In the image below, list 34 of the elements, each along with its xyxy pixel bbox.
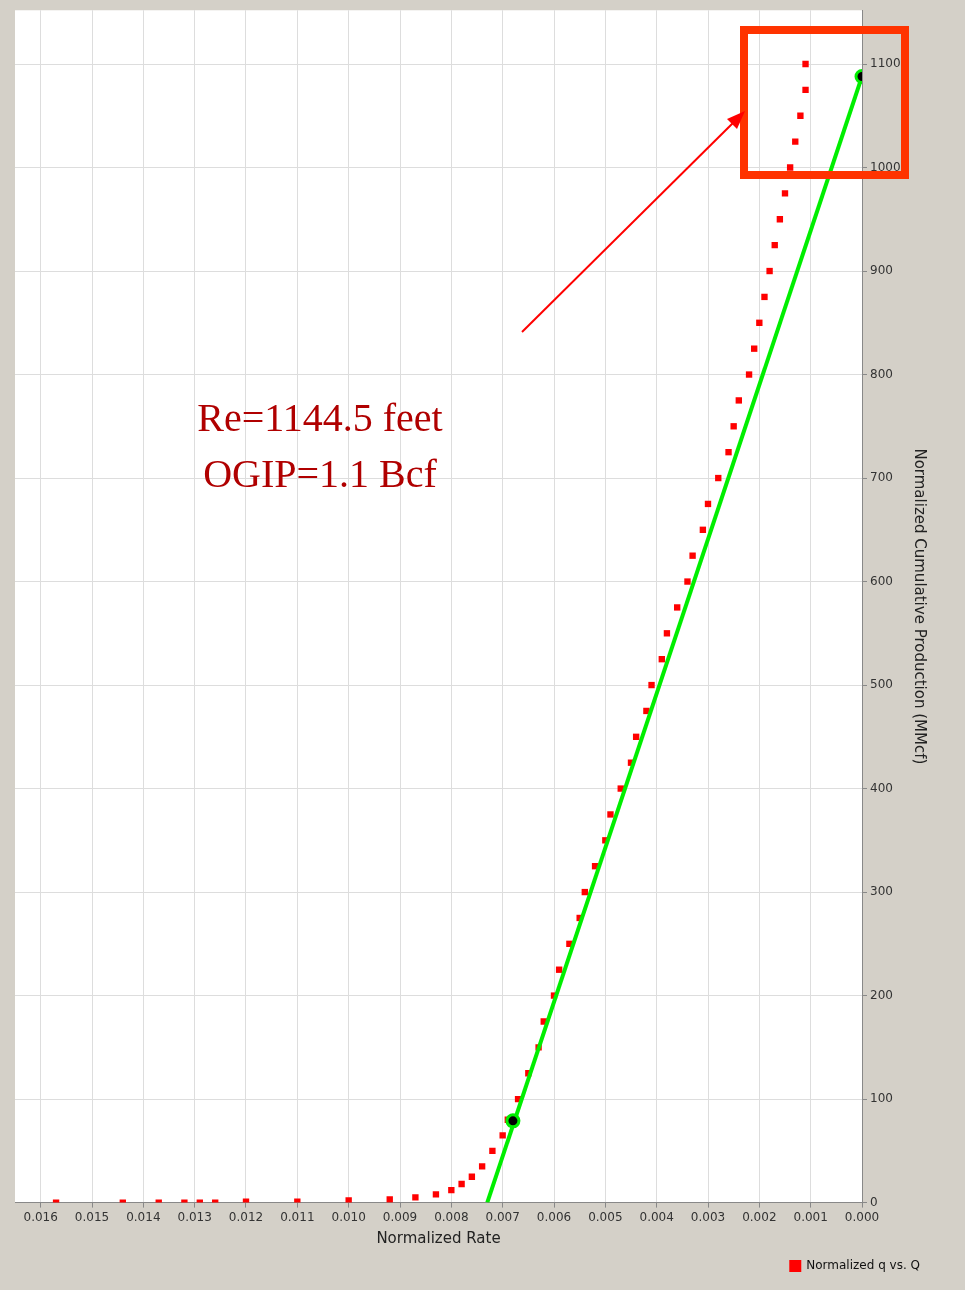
x-tick-label: 0.012 xyxy=(228,1209,264,1224)
x-tick-label: 0.004 xyxy=(639,1209,674,1224)
x-tick-label: 0.005 xyxy=(588,1209,623,1224)
x-axis-title: Normalized Rate xyxy=(376,1228,501,1247)
y-tick-label: 900 xyxy=(870,263,893,278)
y-axis-title: Normalized Cumulative Production (MMcf) xyxy=(911,448,930,765)
y-tick-label: 200 xyxy=(870,987,893,1002)
x-tick-label: 0.006 xyxy=(536,1209,572,1224)
x-tick-label: 0.008 xyxy=(434,1209,469,1224)
x-tick-label: 0.015 xyxy=(74,1209,110,1224)
legend-label: Normalized q vs. Q xyxy=(806,1258,921,1273)
y-tick-label: 500 xyxy=(870,677,893,692)
y-tick-label: 1000 xyxy=(870,159,901,174)
x-tick-label: 0.002 xyxy=(742,1209,777,1224)
x-tick-label: 0.016 xyxy=(23,1209,58,1224)
y-tick-label: 600 xyxy=(870,573,893,588)
y-tick-label: 100 xyxy=(870,1091,893,1106)
x-tick-label: 0.011 xyxy=(280,1209,315,1224)
x-tick-label: 0.013 xyxy=(177,1209,212,1224)
y-tick-label: 0 xyxy=(870,1194,878,1209)
x-tick-label: 0.000 xyxy=(844,1209,880,1224)
x-tick-label: 0.009 xyxy=(382,1209,418,1224)
y-tick-label: 1100 xyxy=(870,56,901,71)
x-tick-label: 0.014 xyxy=(126,1209,161,1224)
x-tick-label: 0.007 xyxy=(485,1209,520,1224)
annotation: OGIP=1.1 Bcf xyxy=(203,450,438,496)
annotation: Re=1144.5 feet xyxy=(197,394,443,440)
x-tick-label: 0.001 xyxy=(793,1209,828,1224)
y-tick-label: 700 xyxy=(870,470,893,485)
x-tick-label: 0.010 xyxy=(331,1209,366,1224)
y-tick-label: 300 xyxy=(870,884,893,899)
y-tick-label: 800 xyxy=(870,366,893,381)
x-tick-label: 0.003 xyxy=(690,1209,726,1224)
y-tick-label: 400 xyxy=(870,780,893,795)
